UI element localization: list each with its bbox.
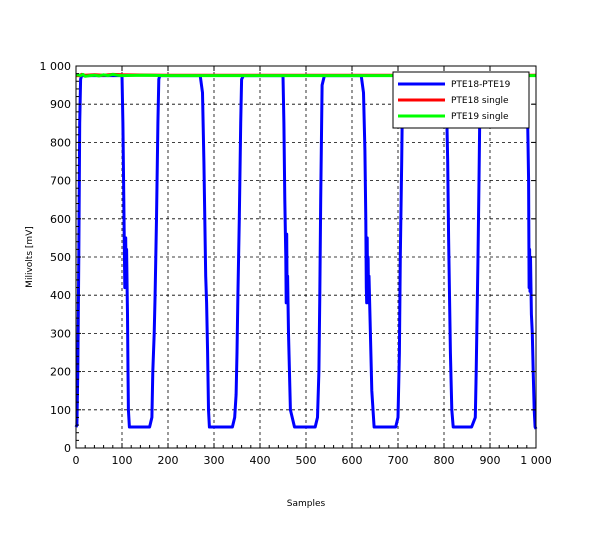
y-tick-label: 500 (50, 251, 71, 264)
legend-label: PTE18-PTE19 (451, 80, 511, 90)
y-axis-label: Milivolts [mV] (25, 226, 35, 288)
x-tick-label: 400 (250, 454, 271, 467)
y-tick-label: 600 (50, 213, 71, 226)
y-tick-label: 0 (64, 442, 71, 455)
series-line-pte19-single (75, 72, 536, 78)
legend-label: PTE18 single (451, 96, 509, 106)
legend: PTE18-PTE19 PTE18 single PTE19 single (392, 71, 530, 129)
x-tick-label: 0 (73, 454, 80, 467)
y-tick-label: 800 (50, 136, 71, 149)
x-tick-label: 800 (434, 454, 455, 467)
x-tick-label: 200 (158, 454, 179, 467)
y-tick-label: 200 (50, 366, 71, 379)
x-tick-label: 600 (342, 454, 363, 467)
x-tick-labels: 0 100 200 300 400 500 600 700 800 900 1 000 (73, 454, 552, 467)
x-tick-label: 700 (388, 454, 409, 467)
x-tick-label: 1 000 (520, 454, 552, 467)
axis-ticks (75, 65, 537, 449)
legend-label: PTE19 single (451, 112, 509, 122)
y-tick-label: 100 (50, 404, 71, 417)
x-tick-label: 300 (204, 454, 225, 467)
series-line-pte18-pte19 (74, 74, 538, 430)
x-tick-label: 500 (296, 454, 317, 467)
y-tick-label: 900 (50, 98, 71, 111)
y-tick-label: 400 (50, 289, 71, 302)
y-tick-label: 700 (50, 175, 71, 188)
x-tick-label: 900 (480, 454, 501, 467)
x-axis-label: Samples (287, 499, 326, 509)
x-tick-label: 100 (112, 454, 133, 467)
y-tick-label: 300 (50, 327, 71, 340)
y-tick-labels: 0 100 200 300 400 500 600 700 800 900 1 000 (40, 60, 72, 455)
y-tick-label: 1 000 (40, 60, 72, 73)
